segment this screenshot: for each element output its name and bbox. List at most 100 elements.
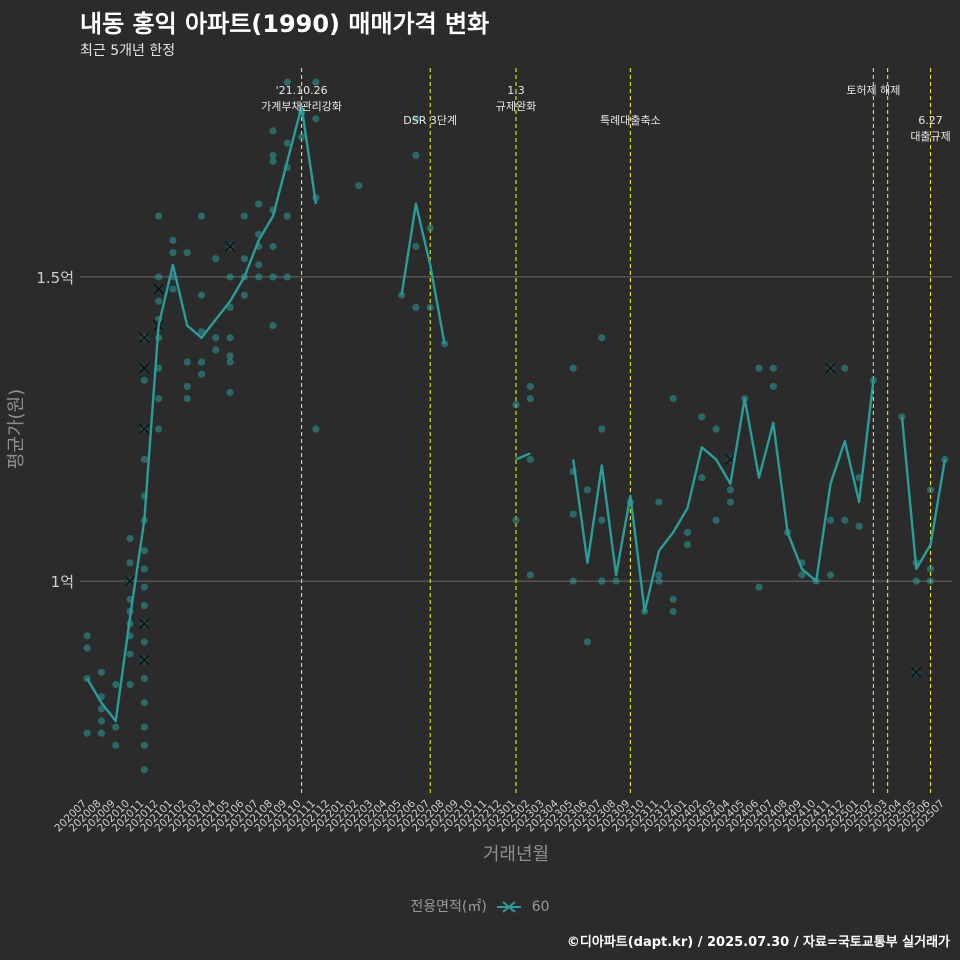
- data-point: [269, 157, 277, 165]
- data-point: [683, 540, 692, 549]
- average-price-line: [86, 105, 318, 723]
- data-point: [412, 242, 420, 251]
- cross-marker: [224, 240, 236, 253]
- legend: 전용면적(㎡) 60: [0, 896, 960, 916]
- data-point: [197, 370, 206, 378]
- data-point: [140, 723, 148, 731]
- data-point: [769, 364, 777, 372]
- data-point: [226, 388, 234, 397]
- data-point: [269, 151, 277, 159]
- data-point: [169, 248, 177, 257]
- average-price-line: [572, 380, 875, 613]
- data-point: [769, 382, 777, 391]
- cross-marker: [138, 332, 150, 344]
- event-annotation: 토허제 해제: [846, 83, 900, 97]
- x-axis-title: 거래년월: [483, 844, 549, 865]
- chart-subtitle: 최근 5개년 한정: [80, 43, 176, 59]
- data-point: [926, 577, 935, 585]
- data-point: [755, 364, 763, 372]
- data-point: [412, 151, 420, 159]
- data-point: [755, 583, 763, 591]
- data-point: [126, 534, 134, 543]
- data-point: [712, 516, 720, 524]
- data-point: [155, 425, 163, 433]
- data-point: [269, 321, 277, 330]
- y-tick-label: 1억: [51, 573, 74, 591]
- event-annotation: 6.27: [918, 114, 943, 127]
- average-price-line: [900, 416, 947, 571]
- data-point: [726, 486, 735, 494]
- data-point: [598, 425, 606, 433]
- data-point: [155, 394, 163, 403]
- data-point: [255, 273, 263, 281]
- data-point: [240, 291, 248, 299]
- data-point: [140, 766, 148, 774]
- data-point: [698, 474, 706, 482]
- data-point: [841, 364, 849, 372]
- data-point: [183, 248, 191, 257]
- data-point: [526, 382, 534, 391]
- legend-title: 전용면적(㎡): [410, 899, 487, 915]
- data-point: [283, 78, 291, 86]
- data-point: [598, 577, 606, 585]
- data-point: [155, 297, 163, 305]
- data-point: [826, 571, 835, 579]
- data-point: [569, 577, 577, 585]
- data-point: [569, 510, 577, 518]
- data-point: [197, 291, 206, 299]
- average-price-line: [515, 452, 531, 461]
- data-point: [140, 547, 148, 555]
- data-point: [83, 632, 91, 640]
- legend-label: 60: [531, 899, 550, 915]
- data-point: [97, 668, 106, 676]
- data-point: [283, 273, 291, 281]
- data-point: [126, 680, 134, 689]
- data-point: [226, 352, 234, 360]
- cross-marker: [138, 618, 150, 630]
- data-point: [926, 565, 935, 573]
- data-point: [97, 717, 106, 725]
- data-point: [512, 516, 520, 524]
- data-point: [655, 571, 663, 579]
- data-point: [83, 729, 91, 737]
- data-point: [212, 346, 220, 354]
- data-point: [112, 680, 120, 689]
- data-point: [526, 455, 534, 464]
- data-point: [226, 273, 234, 281]
- data-point: [355, 182, 363, 190]
- data-point: [140, 741, 148, 749]
- data-point: [197, 358, 206, 366]
- data-point: [655, 498, 663, 506]
- cross-marker: [824, 362, 837, 374]
- chart-title: 내동 홍익 아파트(1990) 매매가격 변화: [80, 10, 490, 38]
- data-point: [312, 425, 320, 433]
- data-point: [112, 741, 120, 749]
- data-point: [140, 674, 148, 683]
- data-point: [269, 273, 277, 281]
- cross-marker: [138, 362, 150, 374]
- data-point: [612, 577, 620, 585]
- data-point: [912, 577, 920, 585]
- data-point: [598, 516, 606, 524]
- data-point: [669, 607, 677, 616]
- data-point: [269, 242, 277, 251]
- data-point: [255, 200, 263, 208]
- event-annotation: 규제완화: [496, 100, 536, 113]
- cross-marker: [910, 666, 922, 678]
- data-point: [512, 401, 520, 409]
- data-point: [240, 212, 248, 220]
- data-point: [841, 516, 849, 524]
- data-point: [183, 382, 191, 391]
- data-point: [283, 139, 291, 147]
- data-point: [569, 364, 577, 372]
- data-point: [226, 334, 234, 342]
- data-point: [426, 224, 434, 232]
- data-point: [212, 255, 220, 263]
- data-point: [212, 334, 220, 342]
- data-point: [183, 394, 191, 403]
- data-point: [240, 255, 248, 263]
- data-point: [226, 358, 234, 366]
- data-point: [312, 115, 320, 123]
- data-point: [726, 498, 735, 506]
